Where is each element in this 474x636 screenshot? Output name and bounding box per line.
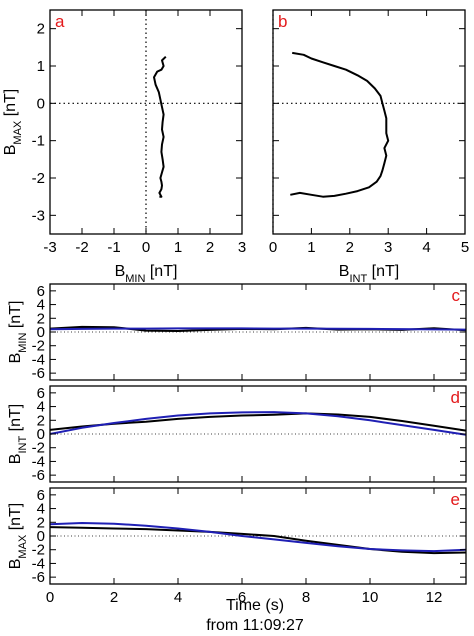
plot-frame <box>272 9 466 235</box>
y-tick-label: 4 <box>37 501 45 518</box>
y-tick-label: 0 <box>37 426 45 443</box>
series-line-2 <box>49 327 467 331</box>
x-axis-label-main: B <box>339 263 350 280</box>
series-line-1 <box>153 55 167 198</box>
x-tick-label: 8 <box>302 589 310 606</box>
panel-b: 0 1 2 3 4 5 b BINT [nT] <box>269 9 469 285</box>
y-axis-label-main: B <box>7 353 24 364</box>
y-axis-label-unit: [nT] <box>7 404 24 436</box>
y-axis-label-unit: [nT] <box>2 89 19 121</box>
panel-label: e <box>451 490 460 509</box>
y-axis-label-main: B <box>2 145 19 156</box>
x-axis-label-subscript: MIN <box>125 273 145 285</box>
x-axis-label-main: B <box>115 263 126 280</box>
x-tick-label: 5 <box>461 239 469 256</box>
y-tick-label: -6 <box>32 467 45 484</box>
x-tick-label: 2 <box>346 239 354 256</box>
x-tick-label: 3 <box>384 239 392 256</box>
x-tick-label: 10 <box>362 589 379 606</box>
x-tick-label: 0 <box>142 239 150 256</box>
y-tick-label: 2 <box>37 514 45 531</box>
y-tick-label: 4 <box>37 399 45 416</box>
y-axis-label-unit: [nT] <box>7 503 24 535</box>
x-axis-label-unit: [nT] <box>145 263 177 280</box>
x-tick-label: 1 <box>307 239 315 256</box>
y-axis-label-unit: [nT] <box>7 301 24 333</box>
y-tick-label: -4 <box>32 351 45 368</box>
y-axis-label: BMAX [nT] <box>7 503 29 570</box>
x-tick-label: 2 <box>110 589 118 606</box>
y-tick-label: 6 <box>37 385 45 402</box>
y-axis-label-subscript: INT <box>17 436 29 454</box>
x-tick-label: 2 <box>206 239 214 256</box>
y-axis-label-main: B <box>7 454 24 465</box>
time-reference-label: from 11:09:27 <box>206 617 304 634</box>
y-axis-label: BMIN [nT] <box>7 301 29 364</box>
series-line-2 <box>49 522 467 553</box>
y-tick-label: 0 <box>37 528 45 545</box>
y-tick-label: -1 <box>32 133 45 150</box>
y-tick-label: 2 <box>37 310 45 327</box>
y-axis-label: BINT [nT] <box>7 404 29 464</box>
panel-label: d <box>451 388 460 407</box>
y-tick-label: -2 <box>32 542 45 559</box>
y-tick-label: 2 <box>37 412 45 429</box>
x-tick-label: 1 <box>174 239 182 256</box>
x-axis-label: BMIN [nT] <box>115 263 178 285</box>
x-tick-label: -2 <box>75 239 88 256</box>
y-tick-label: -4 <box>32 453 45 470</box>
y-tick-label: 4 <box>37 297 45 314</box>
x-tick-label: 0 <box>46 589 54 606</box>
x-axis-label-unit: [nT] <box>367 263 399 280</box>
y-tick-label: 2 <box>37 21 45 38</box>
y-tick-label: -6 <box>32 365 45 382</box>
series-line-1 <box>49 526 467 555</box>
y-axis-label-subscript: MAX <box>17 534 29 559</box>
x-tick-label: 4 <box>422 239 430 256</box>
y-tick-label: 0 <box>37 95 45 112</box>
y-tick-label: 0 <box>37 324 45 341</box>
panel-label: a <box>55 12 65 31</box>
panel-label: c <box>452 286 461 305</box>
series-line-1 <box>49 412 467 432</box>
y-axis-label: BMAX [nT] <box>2 89 24 156</box>
y-tick-label: 6 <box>37 283 45 300</box>
x-tick-label: 12 <box>426 589 443 606</box>
x-axis-label-subscript: INT <box>349 273 367 285</box>
x-tick-label: 4 <box>174 589 182 606</box>
y-axis-label-subscript: MAX <box>12 120 24 145</box>
time-axis-label: Time (s) <box>226 597 284 614</box>
x-tick-label: 0 <box>269 239 277 256</box>
y-tick-label: -2 <box>32 440 45 457</box>
x-tick-label: 6 <box>238 589 246 606</box>
y-axis-label-main: B <box>7 559 24 570</box>
panel-label: b <box>278 12 287 31</box>
x-tick-label: -1 <box>107 239 120 256</box>
y-tick-label: 1 <box>37 58 45 75</box>
y-tick-label: -3 <box>32 207 45 224</box>
x-tick-label: 3 <box>238 239 246 256</box>
series-line-1 <box>290 51 390 198</box>
series-line-2 <box>49 411 467 436</box>
y-tick-label: -2 <box>32 170 45 187</box>
y-tick-label: -6 <box>32 569 45 586</box>
y-tick-label: -2 <box>32 338 45 355</box>
x-tick-label: -3 <box>43 239 56 256</box>
x-axis-label: BINT [nT] <box>339 263 399 285</box>
y-axis-label-subscript: MIN <box>17 333 29 353</box>
y-tick-label: 6 <box>37 487 45 504</box>
y-tick-label: -4 <box>32 555 45 572</box>
